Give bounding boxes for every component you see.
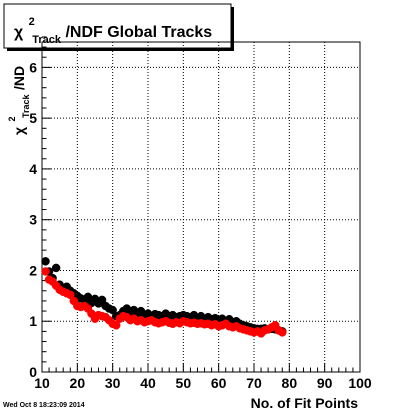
plot-frame <box>41 41 361 373</box>
ylabel-symbol: χ <box>11 127 27 135</box>
data-markers <box>41 257 287 338</box>
x-tick-label: 50 <box>176 375 192 391</box>
y-tick-label: 2 <box>29 262 37 278</box>
x-tick-label: 10 <box>34 375 50 391</box>
title-subscript: Track <box>32 34 62 46</box>
y-tick-label: 6 <box>29 59 37 75</box>
x-tick-label: 100 <box>348 375 372 391</box>
y-axis-title: χ 2 Track /ND <box>2 66 33 135</box>
x-tick-label: 40 <box>140 375 156 391</box>
x-axis-title: No. of Fit Points <box>251 395 359 411</box>
title-symbol: χ <box>14 24 24 41</box>
y-tick-label: 1 <box>29 313 37 329</box>
ylabel-subscript: Track <box>21 94 31 119</box>
y-tick-label: 3 <box>29 212 37 228</box>
data-point <box>278 328 287 337</box>
data-point <box>41 267 50 276</box>
x-tick-label: 30 <box>105 375 121 391</box>
x-tick-label: 20 <box>70 375 86 391</box>
x-tick-label: 60 <box>211 375 227 391</box>
x-tick-labels: 10 20 30 40 50 60 70 80 90 100 <box>34 375 372 391</box>
x-tick-label: 70 <box>246 375 262 391</box>
title-rest: /NDF Global Tracks <box>65 24 212 41</box>
axis-ticks <box>41 36 361 373</box>
ylabel-rest: /ND <box>11 66 27 90</box>
series-1 <box>41 267 287 338</box>
title-superscript: 2 <box>29 16 35 28</box>
title-box: χ 2 Track /NDF Global Tracks <box>3 3 234 51</box>
x-tick-label: 90 <box>317 375 333 391</box>
x-tick-label: 80 <box>282 375 298 391</box>
data-point <box>41 257 50 266</box>
timestamp: Wed Oct 8 18:23:09 2014 <box>3 402 85 409</box>
chart-title: χ 2 Track /NDF Global Tracks <box>14 12 212 47</box>
ylabel-superscript: 2 <box>7 116 17 121</box>
y-tick-labels: 0 1 2 3 4 5 6 <box>29 59 37 380</box>
y-tick-label: 0 <box>29 364 37 380</box>
data-point <box>51 263 61 273</box>
data-point <box>111 321 121 330</box>
plot-border <box>41 41 361 373</box>
y-tick-label: 4 <box>29 161 37 177</box>
y-tick-label: 5 <box>29 110 37 126</box>
